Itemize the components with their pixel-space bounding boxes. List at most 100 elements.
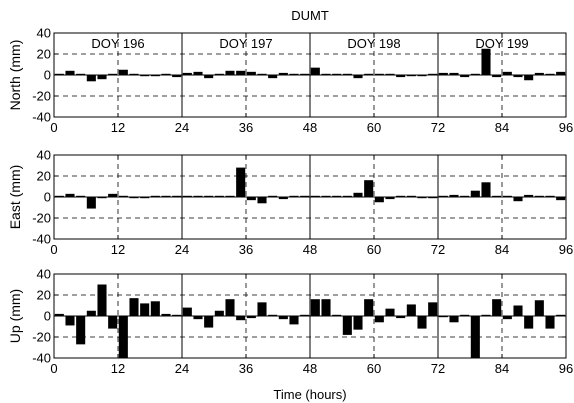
bar xyxy=(502,195,512,197)
y-axis-title: North (mm) xyxy=(7,40,23,111)
bar xyxy=(556,197,566,201)
bar xyxy=(108,193,118,197)
bar xyxy=(385,308,395,316)
bar xyxy=(342,195,352,197)
bar xyxy=(342,316,352,335)
x-tick-label: 72 xyxy=(431,361,445,376)
x-tick-label: 72 xyxy=(431,120,445,135)
bar xyxy=(502,71,512,75)
bar xyxy=(460,314,470,316)
bar xyxy=(332,195,342,197)
bar xyxy=(438,316,448,318)
bar xyxy=(140,303,150,316)
bar xyxy=(374,316,384,323)
bar xyxy=(118,69,128,75)
bar xyxy=(193,195,203,197)
bar xyxy=(406,195,416,197)
bar xyxy=(449,72,459,75)
x-tick-label: 0 xyxy=(50,361,57,376)
bar xyxy=(129,73,139,75)
bar xyxy=(108,73,118,75)
bar xyxy=(236,316,246,321)
bar xyxy=(481,314,491,316)
bar xyxy=(97,75,107,80)
bar xyxy=(428,73,438,75)
bar xyxy=(545,316,555,329)
bar xyxy=(321,299,331,316)
bar xyxy=(524,75,534,81)
bar xyxy=(428,197,438,199)
bar xyxy=(86,197,96,209)
day-label: DOY 199 xyxy=(475,36,528,51)
bar xyxy=(278,197,288,200)
bar xyxy=(172,314,182,316)
x-tick-label: 96 xyxy=(559,361,573,376)
y-axis-title: Up (mm) xyxy=(7,289,23,343)
x-tick-label: 84 xyxy=(495,120,509,135)
bar xyxy=(289,195,299,197)
x-tick-label: 0 xyxy=(50,120,57,135)
day-label: DOY 197 xyxy=(219,36,272,51)
y-tick-label: 20 xyxy=(37,169,51,184)
bar xyxy=(385,197,395,200)
bar xyxy=(374,73,384,75)
bar xyxy=(364,73,374,75)
bar xyxy=(204,195,214,197)
bar xyxy=(65,193,75,197)
x-tick-label: 60 xyxy=(367,361,381,376)
bar xyxy=(257,302,267,316)
bar xyxy=(257,197,267,204)
bar xyxy=(332,73,342,75)
x-tick-label: 0 xyxy=(50,242,57,257)
bar xyxy=(140,197,150,199)
bar xyxy=(289,73,299,75)
bar xyxy=(342,73,352,75)
bar xyxy=(364,299,374,316)
bar xyxy=(129,197,139,199)
bar xyxy=(76,316,86,345)
bar xyxy=(268,75,278,79)
bar xyxy=(268,195,278,197)
bar xyxy=(246,71,256,75)
bar xyxy=(225,299,235,316)
y-tick-label: 20 xyxy=(37,288,51,303)
bar xyxy=(214,195,224,197)
bar xyxy=(406,304,416,316)
bar xyxy=(310,67,320,75)
bar xyxy=(86,310,96,316)
bar xyxy=(396,75,406,78)
y-tick-label: -20 xyxy=(32,330,51,345)
bar xyxy=(513,75,523,78)
x-tick-label: 48 xyxy=(303,120,317,135)
bar xyxy=(182,72,192,75)
x-tick-label: 60 xyxy=(367,242,381,257)
bar xyxy=(161,313,171,316)
bar xyxy=(97,284,107,316)
y-tick-label: -20 xyxy=(32,211,51,226)
x-tick-label: 96 xyxy=(559,120,573,135)
bar xyxy=(513,197,523,202)
bar xyxy=(481,182,491,197)
bar xyxy=(150,195,160,197)
bar xyxy=(278,72,288,75)
x-tick-label: 24 xyxy=(175,361,189,376)
bar xyxy=(54,73,64,75)
bar xyxy=(86,75,96,82)
bar xyxy=(460,75,470,78)
bar xyxy=(161,195,171,197)
bar xyxy=(214,73,224,75)
y-axis-title: East (mm) xyxy=(7,165,23,230)
x-tick-label: 24 xyxy=(175,242,189,257)
bar xyxy=(161,73,171,75)
bar xyxy=(257,73,267,75)
bar xyxy=(524,194,534,197)
bar xyxy=(214,310,224,316)
bar xyxy=(353,75,363,79)
bar xyxy=(545,195,555,197)
bar xyxy=(492,195,502,197)
y-tick-label: 40 xyxy=(37,26,51,41)
y-tick-label: 0 xyxy=(44,309,51,324)
